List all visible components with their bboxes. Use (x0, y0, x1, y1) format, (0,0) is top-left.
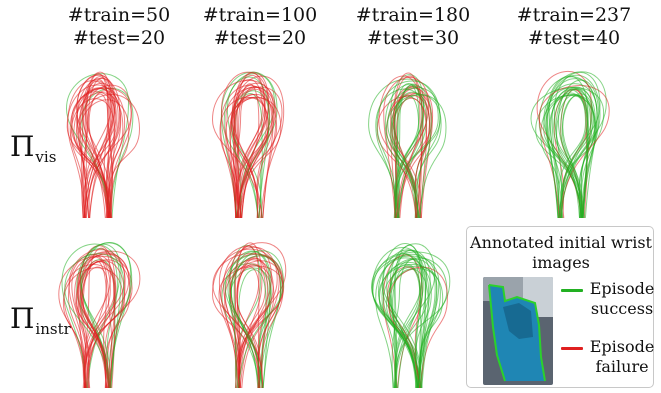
success-trajectory (230, 255, 282, 389)
trajectory-plot-vis-1 (65, 71, 141, 219)
failure-trajectory (78, 99, 130, 219)
failure-trajectory (234, 245, 260, 389)
policy-subscript: instr (35, 320, 71, 338)
success-trajectory (545, 75, 589, 219)
success-trajectory (376, 80, 441, 219)
failure-trajectory (69, 91, 117, 219)
trajectory-plot-instr-3 (370, 243, 451, 389)
column-header-3: #train=180 #test=30 (338, 4, 488, 50)
success-trajectory (233, 250, 284, 389)
column-header-1: #train=50 #test=20 (44, 4, 194, 50)
failure-trajectory (383, 77, 430, 219)
test-count-label: #test=20 (72, 27, 166, 49)
column-header-2: #train=100 #test=20 (185, 4, 335, 50)
train-count-label: #train=100 (202, 4, 318, 26)
test-count-label: #test=30 (366, 27, 460, 49)
failure-trajectory (220, 71, 269, 219)
trajectory-plot-vis-2 (211, 71, 285, 219)
failure-trajectory (236, 257, 268, 389)
failure-trajectory (234, 75, 266, 219)
trajectory-plot-vis-3 (368, 72, 447, 219)
failure-trajectory (225, 87, 276, 219)
test-count-label: #test=40 (527, 27, 621, 49)
train-count-label: #train=237 (516, 4, 632, 26)
failure-trajectory (79, 253, 126, 389)
train-count-label: #train=180 (355, 4, 471, 26)
success-trajectory (80, 243, 122, 389)
failure-trajectory (220, 253, 284, 389)
failure-trajectory (224, 264, 275, 389)
success-trajectory (394, 84, 423, 219)
failure-trajectory (390, 92, 430, 219)
success-trajectory (551, 86, 593, 219)
trajectory-plot-vis-4 (530, 70, 610, 219)
success-trajectory (391, 265, 422, 389)
success-trajectory (375, 257, 430, 389)
success-trajectory (371, 247, 427, 389)
policy-subscript: vis (35, 148, 57, 166)
failure-trajectory (85, 76, 113, 219)
failure-trajectory (81, 266, 113, 389)
train-count-label: #train=50 (67, 4, 171, 26)
failure-trajectory (71, 87, 126, 219)
failure-trajectory (81, 261, 115, 389)
success-label: Episode success (589, 279, 655, 318)
success-trajectory (385, 94, 447, 219)
failure-line-swatch (561, 347, 583, 350)
legend-box: Annotated initial wrist images Episode s… (466, 226, 654, 388)
row-label-vis: Πvis (10, 130, 56, 166)
failure-label: Episode failure (589, 337, 655, 376)
failure-trajectory (86, 73, 113, 219)
failure-trajectory (229, 242, 287, 389)
failure-trajectory (76, 78, 121, 219)
failure-trajectory (68, 249, 126, 389)
success-trajectory (382, 249, 428, 389)
policy-symbol: Π (10, 302, 35, 335)
success-line-swatch (561, 289, 583, 292)
success-trajectory (560, 89, 588, 219)
failure-trajectory (79, 82, 119, 219)
failure-trajectory (67, 80, 113, 219)
test-count-label: #test=20 (213, 27, 307, 49)
policy-symbol: Π (10, 130, 35, 163)
column-header-4: #train=237 #test=40 (499, 4, 649, 50)
failure-trajectory (83, 71, 112, 219)
legend-title: Annotated initial wrist images (470, 233, 652, 272)
success-trajectory (388, 264, 422, 389)
trajectory-plot-instr-2 (211, 242, 287, 389)
failure-trajectory (386, 266, 421, 389)
success-trajectory (230, 251, 271, 389)
failure-trajectory (229, 96, 278, 219)
row-label-instr: Πinstr (10, 302, 71, 338)
failure-trajectory (83, 84, 132, 219)
wrist-image (483, 277, 553, 385)
trajectory-plot-instr-1 (58, 241, 141, 389)
success-trajectory (391, 258, 424, 389)
success-trajectory (387, 87, 441, 219)
